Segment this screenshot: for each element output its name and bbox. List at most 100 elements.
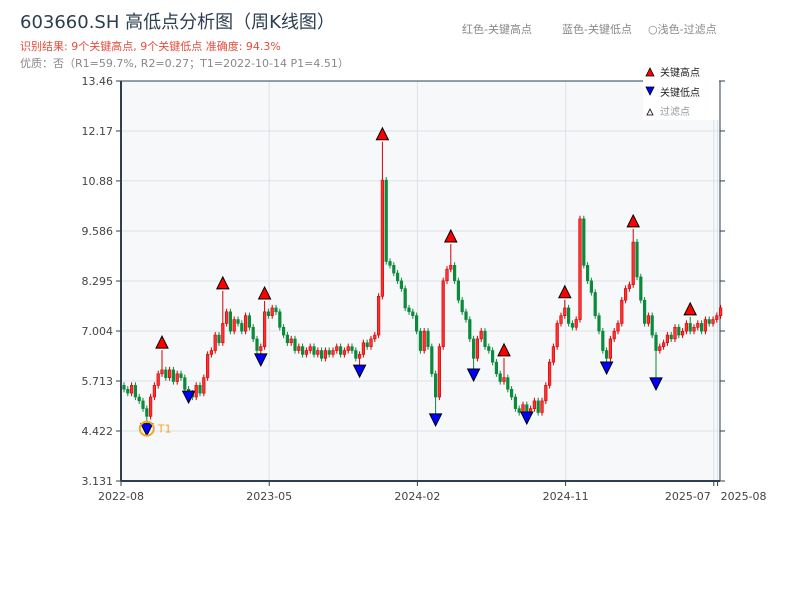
candle-down xyxy=(426,330,430,347)
key-low-marker xyxy=(181,390,196,405)
candle-down xyxy=(536,400,540,413)
candle-up xyxy=(559,315,563,324)
candle-down xyxy=(388,261,392,266)
candle-down xyxy=(251,326,255,340)
candle-up xyxy=(160,369,164,375)
legend-low-label: 关键低点 xyxy=(660,86,700,99)
candle-down xyxy=(506,377,510,390)
candle-up xyxy=(718,307,723,316)
candle-up xyxy=(715,315,719,320)
candle-down xyxy=(293,338,297,351)
legend-red-label: 红色-关键高点 xyxy=(462,23,532,36)
candle-up xyxy=(665,334,669,344)
x-tick-label: 2025-08 xyxy=(721,490,767,503)
candle-down xyxy=(137,396,141,402)
candle-up xyxy=(194,385,198,398)
y-tick-label: 13.46 xyxy=(82,75,114,88)
candle-down xyxy=(654,334,658,351)
candle-down xyxy=(582,218,586,266)
key-low-marker xyxy=(352,364,367,379)
y-tick-label: 4.422 xyxy=(82,425,114,438)
candle-up xyxy=(225,311,229,324)
candle-up xyxy=(627,284,631,289)
candle-up xyxy=(202,377,206,394)
candle-down xyxy=(498,373,502,382)
y-tick-label: 12.17 xyxy=(82,125,114,138)
candle-up xyxy=(449,265,453,270)
chart-title: 603660.SH 高低点分析图（周K线图） xyxy=(20,12,335,33)
y-tick-label: 5.713 xyxy=(82,375,114,388)
legend-blue-label: 蓝色-关键低点 xyxy=(562,23,632,36)
candle-down xyxy=(642,299,647,324)
candle-down xyxy=(141,400,145,409)
candle-down xyxy=(133,385,138,398)
key-low-marker xyxy=(139,423,154,437)
x-tick-label: 2023-05 xyxy=(246,490,292,503)
candle-up xyxy=(422,330,426,351)
legend-low-icon xyxy=(645,86,655,96)
candle-down xyxy=(240,323,244,332)
candle-up xyxy=(711,319,715,324)
candle-up xyxy=(361,342,366,355)
candle-down xyxy=(278,311,282,328)
candle-down xyxy=(274,307,278,313)
candle-up xyxy=(221,323,225,344)
legend-filtered-label: 过滤点 xyxy=(660,105,690,118)
candle-down xyxy=(281,326,286,336)
x-tick-label: 2024-02 xyxy=(394,490,440,503)
candle-down xyxy=(126,388,130,394)
candle-up xyxy=(380,179,385,297)
candle-down xyxy=(164,369,168,378)
candle-up xyxy=(441,280,445,347)
candle-down xyxy=(650,315,654,336)
candle-up xyxy=(696,323,700,328)
candle-down xyxy=(452,265,457,282)
t1-circle-marker xyxy=(138,420,155,437)
candle-down xyxy=(566,307,571,324)
candle-down xyxy=(399,280,404,289)
candle-up xyxy=(692,326,696,332)
candle-up xyxy=(346,346,350,351)
key-high-marker xyxy=(215,275,230,290)
key-high-marker xyxy=(497,342,511,357)
candle-up xyxy=(373,334,377,340)
candle-down xyxy=(179,373,183,378)
x-tick-label: 2024-11 xyxy=(543,490,589,503)
candle-up xyxy=(502,377,506,382)
candle-up xyxy=(608,338,612,359)
candle-up xyxy=(680,330,685,336)
candle-down xyxy=(677,326,681,336)
candle-up xyxy=(270,307,274,316)
candle-down xyxy=(707,319,711,324)
candle-down xyxy=(585,265,590,282)
key-low-marker xyxy=(519,411,534,426)
candle-down xyxy=(395,272,400,282)
candle-up xyxy=(623,288,628,301)
candle-up xyxy=(130,385,134,394)
candle-up xyxy=(521,404,525,413)
result-summary: 识别结果: 9个关键高点, 9个关键低点 准确度: 94.3% xyxy=(20,40,281,53)
candle-up xyxy=(168,369,172,378)
y-tick-label: 9.586 xyxy=(82,225,114,238)
candle-up xyxy=(316,350,320,355)
key-low-marker xyxy=(649,377,663,392)
candle-down xyxy=(570,323,574,328)
candle-down xyxy=(669,334,673,340)
candle-up xyxy=(152,385,157,398)
t1-label: T1 xyxy=(157,423,172,436)
candle-up xyxy=(620,299,624,324)
candle-down xyxy=(589,280,593,293)
candle-up xyxy=(369,338,373,347)
candle-down xyxy=(483,330,487,347)
candle-up xyxy=(297,346,301,351)
candle-down xyxy=(513,396,517,409)
candle-up xyxy=(532,400,536,409)
y-tick-label: 8.295 xyxy=(82,275,114,288)
candle-down xyxy=(228,311,233,332)
candle-up xyxy=(289,338,293,344)
candle-down xyxy=(350,346,354,351)
candle-up xyxy=(376,296,381,336)
candle-up xyxy=(661,342,666,347)
